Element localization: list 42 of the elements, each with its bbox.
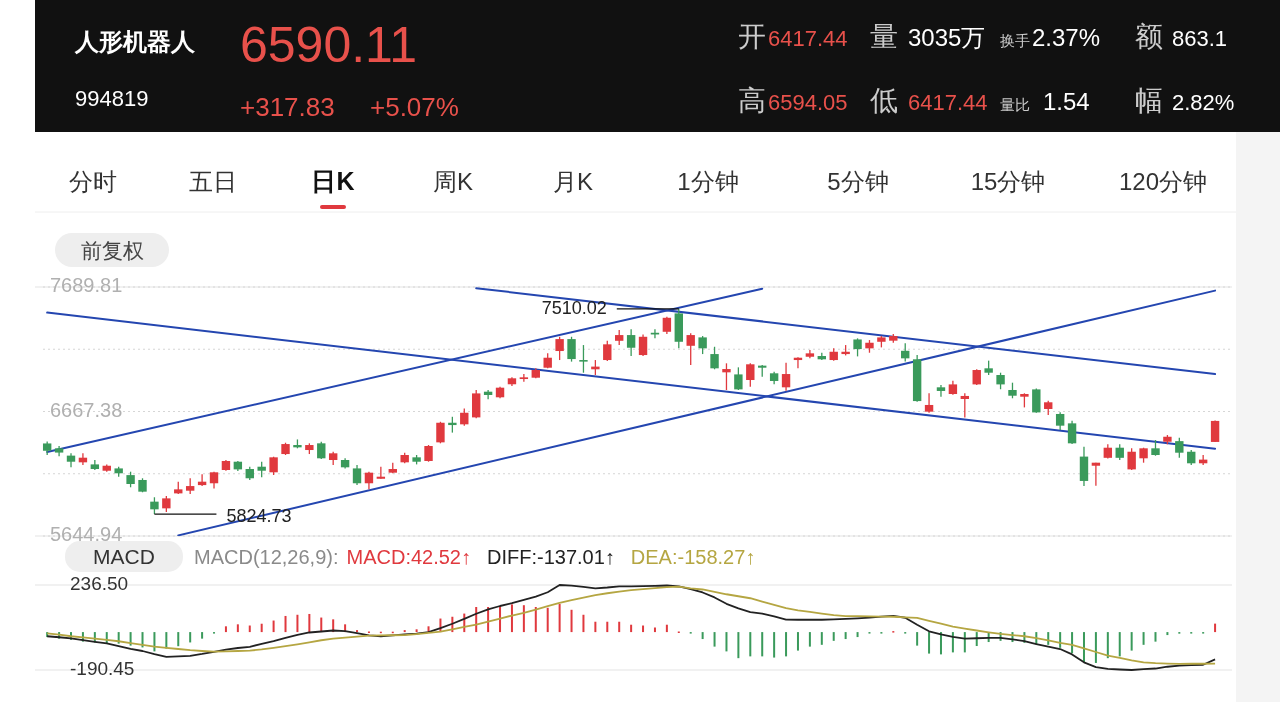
- y-tick-label: 5644.94: [50, 523, 123, 546]
- chart-title: MACD: [93, 545, 155, 568]
- series-label: MACD:42.52↑: [346, 546, 471, 568]
- text: 6590.11: [240, 17, 418, 73]
- text: 月K: [552, 168, 594, 195]
- text: 6417.44: [768, 26, 848, 51]
- legend-title: MACD(12,26,9):: [194, 546, 339, 568]
- text: 分时: [69, 168, 117, 195]
- text: 高: [738, 85, 766, 116]
- y-tick-label: -190.45: [70, 658, 135, 679]
- text: 日K: [311, 167, 355, 195]
- y-tick-label: 6667.38: [50, 398, 123, 421]
- text: 15分钟: [970, 168, 1046, 195]
- y-tick-label: 236.50: [70, 573, 129, 594]
- text: 1分钟: [677, 168, 739, 195]
- annotation: 7510.02: [541, 297, 607, 318]
- series-label: DIFF:-137.01↑: [487, 546, 615, 568]
- text: 低: [870, 85, 898, 116]
- text: 量: [870, 21, 898, 52]
- text: 周K: [432, 168, 474, 195]
- text: 2.37%: [1032, 24, 1101, 51]
- text: 120分钟: [1118, 168, 1208, 195]
- y-tick-label: 7689.81: [50, 274, 123, 297]
- text: 994819: [75, 86, 149, 111]
- text: 6417.44: [908, 90, 988, 115]
- text: 6594.05: [768, 90, 848, 115]
- text: 2.82%: [1172, 90, 1235, 115]
- text: 额: [1135, 21, 1163, 52]
- series-label: DEA:-158.27↑: [630, 546, 756, 568]
- text: 人形机器人: [74, 28, 196, 55]
- text: +317.83: [240, 92, 335, 122]
- text: 863.1: [1172, 26, 1228, 51]
- text: 前复权: [80, 239, 144, 262]
- text: +5.07%: [370, 92, 459, 122]
- text: 量比: [1000, 96, 1030, 113]
- text: 1.54: [1043, 88, 1090, 115]
- text: 3035万: [908, 24, 986, 51]
- text: 五日: [189, 168, 237, 195]
- text: 换手: [1000, 32, 1030, 49]
- text: 开: [738, 21, 766, 52]
- text: 幅: [1135, 85, 1163, 116]
- text: 5分钟: [827, 168, 889, 195]
